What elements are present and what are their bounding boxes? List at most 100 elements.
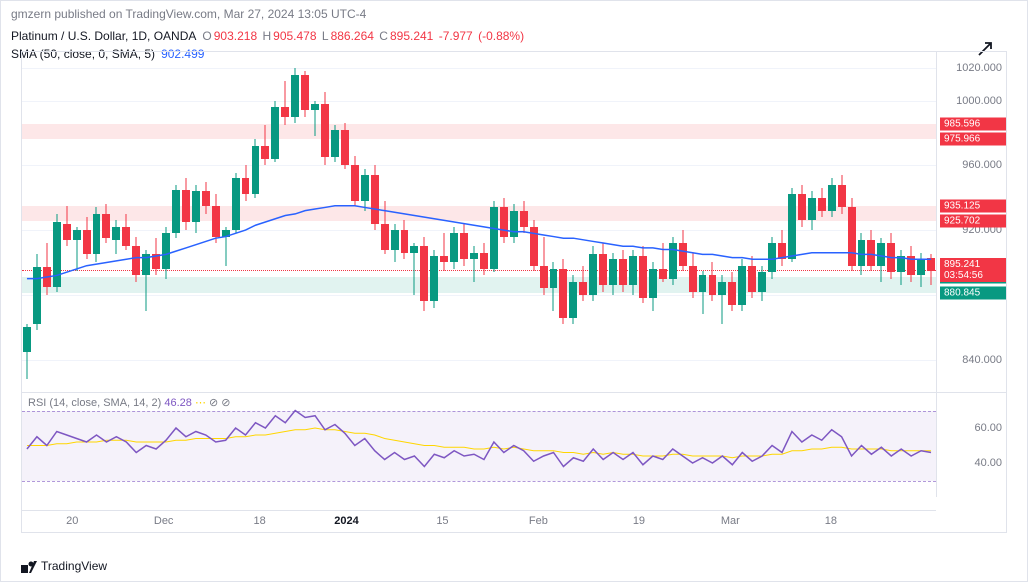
rsi-value: 46.28	[164, 397, 192, 409]
candle	[221, 52, 231, 392]
c-value: 895.241	[390, 29, 433, 43]
candle	[747, 52, 757, 392]
ohlc-block: O903.218 H905.478 L886.264 C895.241 -7.9…	[202, 29, 526, 43]
candle	[191, 52, 201, 392]
rsi-label-text: RSI (14, close, SMA, 14, 2)	[28, 397, 161, 409]
candle	[499, 52, 509, 392]
candle	[469, 52, 479, 392]
time-tick: 20	[66, 515, 78, 527]
rsi-settings-icon[interactable]: ⊘ ⊘	[209, 397, 231, 409]
candle	[111, 52, 121, 392]
chart-area[interactable]: 840.000880.000920.000960.0001000.0001020…	[21, 51, 1007, 533]
rsi-y-tick: 60.00	[974, 422, 1002, 434]
candle	[886, 52, 896, 392]
price-y-tick: 840.000	[962, 354, 1002, 366]
candle	[539, 52, 549, 392]
zone-price-tag: 925.702	[940, 214, 1006, 227]
candle	[101, 52, 111, 392]
publish-header: gmzern published on TradingView.com, Mar…	[1, 1, 1027, 27]
o-label: O	[202, 29, 211, 43]
brand-text: TradingView	[41, 559, 107, 573]
candle	[608, 52, 618, 392]
candle	[330, 52, 340, 392]
price-y-tick: 960.000	[962, 159, 1002, 171]
candle	[658, 52, 668, 392]
candle	[578, 52, 588, 392]
chart-container: gmzern published on TradingView.com, Mar…	[0, 0, 1028, 582]
candle	[916, 52, 926, 392]
zone-price-tag: 985.596	[940, 117, 1006, 130]
candle	[62, 52, 72, 392]
candle	[52, 52, 62, 392]
o-value: 903.218	[214, 29, 257, 43]
candle	[270, 52, 280, 392]
candle	[519, 52, 529, 392]
publish-text: gmzern published on TradingView.com, Mar…	[11, 7, 366, 21]
candle	[847, 52, 857, 392]
candle	[320, 52, 330, 392]
h-value: 905.478	[273, 29, 316, 43]
candle	[827, 52, 837, 392]
candle	[777, 52, 787, 392]
candle	[251, 52, 261, 392]
candle	[568, 52, 578, 392]
candle	[717, 52, 727, 392]
candle	[380, 52, 390, 392]
candle	[32, 52, 42, 392]
candle	[668, 52, 678, 392]
candle	[181, 52, 191, 392]
candle	[360, 52, 370, 392]
time-tick: 18	[254, 515, 266, 527]
candle	[787, 52, 797, 392]
candle	[866, 52, 876, 392]
time-tick: 19	[633, 515, 645, 527]
candle	[72, 52, 82, 392]
candle	[121, 52, 131, 392]
candle	[688, 52, 698, 392]
price-y-axis[interactable]: 840.000880.000920.000960.0001000.0001020…	[936, 52, 1006, 392]
candle	[370, 52, 380, 392]
candle	[549, 52, 559, 392]
time-tick: Feb	[529, 515, 548, 527]
rsi-y-axis[interactable]: 40.0060.00	[936, 392, 1006, 497]
candle	[648, 52, 658, 392]
tradingview-logo-icon[interactable]	[21, 558, 37, 573]
candle	[409, 52, 419, 392]
zone-price-tag: 935.125	[940, 199, 1006, 212]
candle	[727, 52, 737, 392]
candle	[131, 52, 141, 392]
candle	[588, 52, 598, 392]
l-label: L	[322, 29, 329, 43]
candle	[857, 52, 867, 392]
footer: TradingView	[21, 558, 107, 573]
candle	[300, 52, 310, 392]
candle	[429, 52, 439, 392]
candle	[290, 52, 300, 392]
candle	[558, 52, 568, 392]
rsi-pane[interactable]: RSI (14, close, SMA, 14, 2) 46.28 ⋯ ⊘ ⊘	[22, 392, 936, 497]
candle	[509, 52, 519, 392]
candle	[241, 52, 251, 392]
candle	[837, 52, 847, 392]
candle	[708, 52, 718, 392]
change-value: -7.977	[439, 29, 473, 43]
candle	[439, 52, 449, 392]
time-tick: 2024	[334, 515, 358, 527]
rsi-dots-icon: ⋯	[195, 397, 206, 409]
candle	[479, 52, 489, 392]
time-axis[interactable]: 20Dec18202415Feb19Mar18	[22, 510, 936, 532]
time-tick: Mar	[721, 515, 740, 527]
candle	[896, 52, 906, 392]
candle	[151, 52, 161, 392]
candle	[678, 52, 688, 392]
h-label: H	[262, 29, 271, 43]
candle	[449, 52, 459, 392]
candle	[698, 52, 708, 392]
c-label: C	[379, 29, 388, 43]
time-tick: 18	[825, 515, 837, 527]
candle	[638, 52, 648, 392]
price-pane[interactable]	[22, 52, 936, 392]
candle	[400, 52, 410, 392]
change-pct: (-0.88%)	[478, 29, 524, 43]
symbol-name: Platinum / U.S. Dollar, 1D, OANDA	[11, 29, 196, 43]
